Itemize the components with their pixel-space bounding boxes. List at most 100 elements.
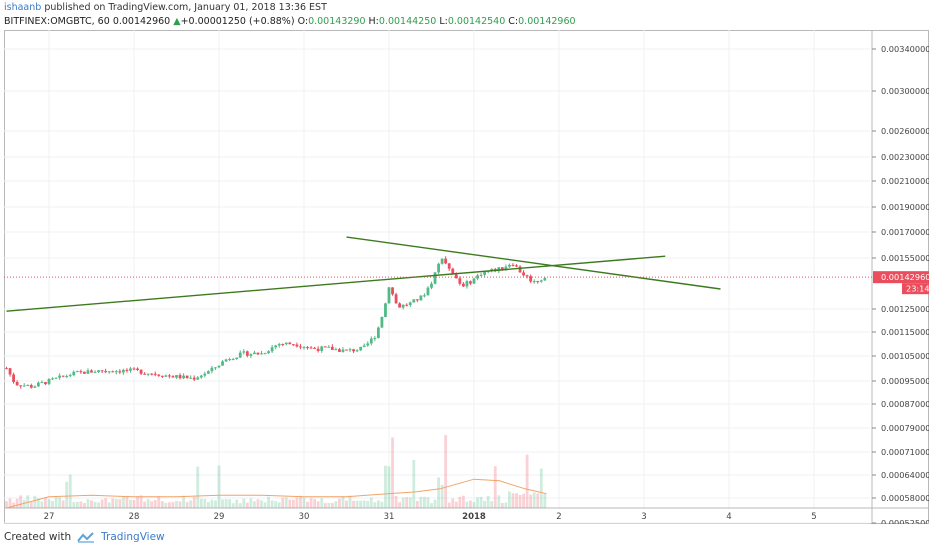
candle-body [277, 344, 281, 346]
candle-body [118, 371, 122, 373]
countdown-tag [902, 283, 929, 295]
candle-body [26, 385, 30, 387]
volume-bar [539, 468, 543, 508]
volume-bar [228, 499, 232, 508]
candle-body [454, 274, 458, 279]
volume-bar [299, 495, 302, 508]
candle-body [178, 375, 182, 379]
candle-body [8, 368, 12, 375]
volume-bar [359, 500, 363, 508]
volume-bar [143, 501, 147, 508]
volume-bar [277, 502, 281, 508]
candle-body [380, 316, 384, 328]
publish-header: ishaanb published on TradingView.com, Ja… [4, 2, 327, 14]
date-tick-label: 27 [44, 512, 55, 522]
candle-body [426, 287, 430, 296]
volume-bar [355, 500, 359, 508]
candle-body [86, 370, 90, 374]
volume-ma [6, 478, 547, 509]
volume-bar [90, 500, 93, 508]
candle-body [182, 375, 185, 379]
volume-bar [100, 499, 104, 508]
up-arrow-icon: ▲ [173, 16, 181, 27]
volume-bar [210, 499, 214, 508]
candle-body [532, 281, 536, 283]
volume-bar [68, 474, 72, 508]
trendlines[interactable] [6, 236, 721, 312]
candle-body [465, 281, 469, 287]
volume-bar [164, 502, 168, 508]
candle-body [121, 369, 125, 373]
volume-bar [111, 498, 115, 508]
chart-frame[interactable]: 0.003800000.003400000.003000000.00260000… [4, 3, 931, 528]
candle-body [83, 371, 86, 374]
candle-body [51, 378, 54, 380]
volume-bar [458, 496, 462, 508]
price-chart[interactable]: 0.003800000.003400000.003000000.00260000… [4, 3, 931, 528]
volume-bar [221, 499, 224, 508]
volume-bar [132, 500, 136, 508]
candle-body [394, 294, 398, 304]
volume-bar [330, 503, 334, 508]
tradingview-link[interactable]: TradingView [101, 531, 165, 543]
current-price-value: 0.00142960 [881, 272, 929, 282]
time-axis[interactable]: 27 28 29 30 31 2018 2 3 4 5 [44, 512, 817, 522]
price-tick-label: 0.00190000 [881, 202, 929, 212]
volume-bar [125, 495, 129, 508]
candle-body [529, 276, 533, 282]
price-axis[interactable]: 0.003800000.003400000.003000000.00260000… [872, 3, 931, 528]
created-with-text: Created with [4, 531, 72, 543]
candle-body [536, 281, 540, 283]
candle-body [302, 347, 306, 349]
open-label: O: [297, 16, 309, 27]
candle-body [479, 274, 483, 276]
volume-bar [384, 465, 387, 508]
date-tick-label: 29 [214, 512, 225, 522]
candle-body [214, 367, 217, 369]
date-tick-label: 2018 [462, 512, 486, 522]
volume-bar [320, 498, 324, 508]
low-label: L: [439, 16, 448, 27]
open-value: 0.00143290 [308, 16, 366, 27]
volume-bar [160, 501, 164, 508]
volume-bar [483, 500, 487, 508]
candle-body [263, 353, 267, 355]
change-value: +0.00001250 (+0.88%) [180, 16, 295, 27]
volume-bar [51, 501, 54, 508]
volume-bar [263, 502, 267, 508]
volume-bar [238, 503, 242, 508]
candle-body [36, 382, 40, 387]
volume-bar [36, 498, 40, 508]
volume-bar [93, 501, 97, 508]
volume-bar [461, 495, 465, 508]
candle-body [235, 357, 239, 360]
volume-bar [316, 501, 320, 508]
author-link[interactable]: ishaanb [4, 2, 42, 13]
candle-body [164, 375, 168, 377]
candle-body [412, 299, 416, 303]
price-tick-label: 0.00170000 [881, 227, 929, 237]
volume-bar [5, 501, 8, 508]
volume-bar [15, 498, 19, 508]
volume-bar [260, 500, 263, 508]
volume-bar [302, 497, 306, 508]
volume-bar [270, 500, 274, 508]
price-tick-label: 0.00210000 [881, 176, 929, 186]
candle-body [306, 347, 309, 349]
candle-body [210, 367, 214, 372]
volume-bar [408, 497, 412, 508]
volume-bar [348, 495, 352, 508]
volume-bar [405, 497, 409, 508]
candle-body [508, 264, 511, 267]
candle-body [408, 302, 412, 306]
volume-bar [189, 500, 193, 508]
candle-body [391, 287, 394, 295]
volume-bar [65, 481, 69, 508]
candle-body [58, 375, 62, 378]
volume-bar [203, 498, 207, 508]
volume-bar [444, 435, 448, 508]
candle-body [114, 371, 118, 373]
volume-bar [465, 501, 469, 508]
volume-bar [454, 501, 458, 508]
volume-bar [83, 503, 86, 508]
